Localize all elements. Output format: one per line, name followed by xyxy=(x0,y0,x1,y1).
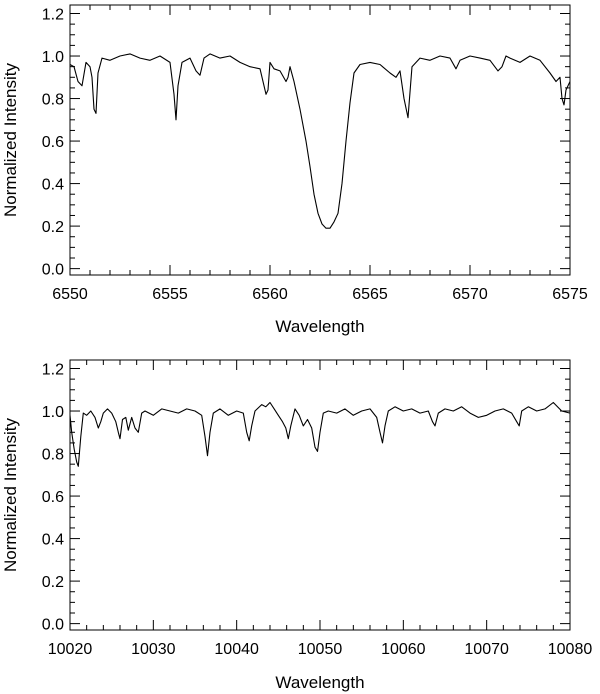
tick-marks xyxy=(69,360,571,630)
y-tick-label: 1.2 xyxy=(42,362,64,379)
x-tick-label: 10060 xyxy=(381,641,426,658)
y-tick-labels: 0.0 0.2 0.4 0.6 0.8 1.0 1.2 xyxy=(42,362,64,634)
y-tick-label: 0.2 xyxy=(42,574,64,591)
tick-marks xyxy=(69,5,571,275)
x-tick-label: 6550 xyxy=(52,286,88,303)
x-tick-labels: 10020 10030 10040 10050 10060 10070 10080 xyxy=(48,641,593,658)
y-tick-label: 0.8 xyxy=(42,447,64,464)
y-tick-label: 0.2 xyxy=(42,219,64,236)
x-tick-label: 6575 xyxy=(552,286,588,303)
x-tick-labels: 6550 6555 6560 6565 6570 6575 xyxy=(52,286,588,303)
y-axis-title: Normalized Intensity xyxy=(1,63,20,218)
y-tick-label: 0.0 xyxy=(42,262,64,279)
x-tick-label: 10050 xyxy=(298,641,343,658)
y-tick-labels: 0.0 0.2 0.4 0.6 0.8 1.0 1.2 xyxy=(42,7,64,279)
y-tick-label: 0.4 xyxy=(42,532,64,549)
y-tick-label: 1.2 xyxy=(42,7,64,24)
x-tick-label: 10030 xyxy=(131,641,176,658)
x-tick-label: 10080 xyxy=(548,641,593,658)
y-axis-title: Normalized Intensity xyxy=(1,418,20,573)
spectrum-line xyxy=(69,401,571,467)
plot-top-halpha: 6550 6555 6560 6565 6570 6575 0.0 0.2 0.4 0.6 0.8… xyxy=(1,4,588,336)
x-tick-label: 6570 xyxy=(452,286,488,303)
x-axis-title: Wavelength xyxy=(275,673,364,692)
y-tick-label: 0.0 xyxy=(42,617,64,634)
x-tick-label: 10070 xyxy=(464,641,509,658)
x-axis-title: Wavelength xyxy=(275,317,364,336)
x-tick-label: 10040 xyxy=(214,641,259,658)
y-tick-label: 0.6 xyxy=(42,489,64,506)
plot-bottom-infrared: 10020 10030 10040 10050 10060 10070 10080 0.00… xyxy=(1,359,593,692)
y-tick-label: 1.0 xyxy=(42,49,64,66)
y-tick-label: 0.8 xyxy=(42,92,64,109)
x-tick-label: 6555 xyxy=(152,286,188,303)
x-tick-label: 6565 xyxy=(352,286,388,303)
y-tick-label: 1.0 xyxy=(42,404,64,421)
x-tick-label: 6560 xyxy=(252,286,288,303)
plot-frame xyxy=(69,359,571,631)
spectrum-line xyxy=(69,53,571,229)
x-tick-label: 10020 xyxy=(48,641,93,658)
plot-frame xyxy=(69,4,571,276)
y-tick-label: 0.6 xyxy=(42,134,64,151)
y-tick-label: 0.4 xyxy=(42,177,64,194)
